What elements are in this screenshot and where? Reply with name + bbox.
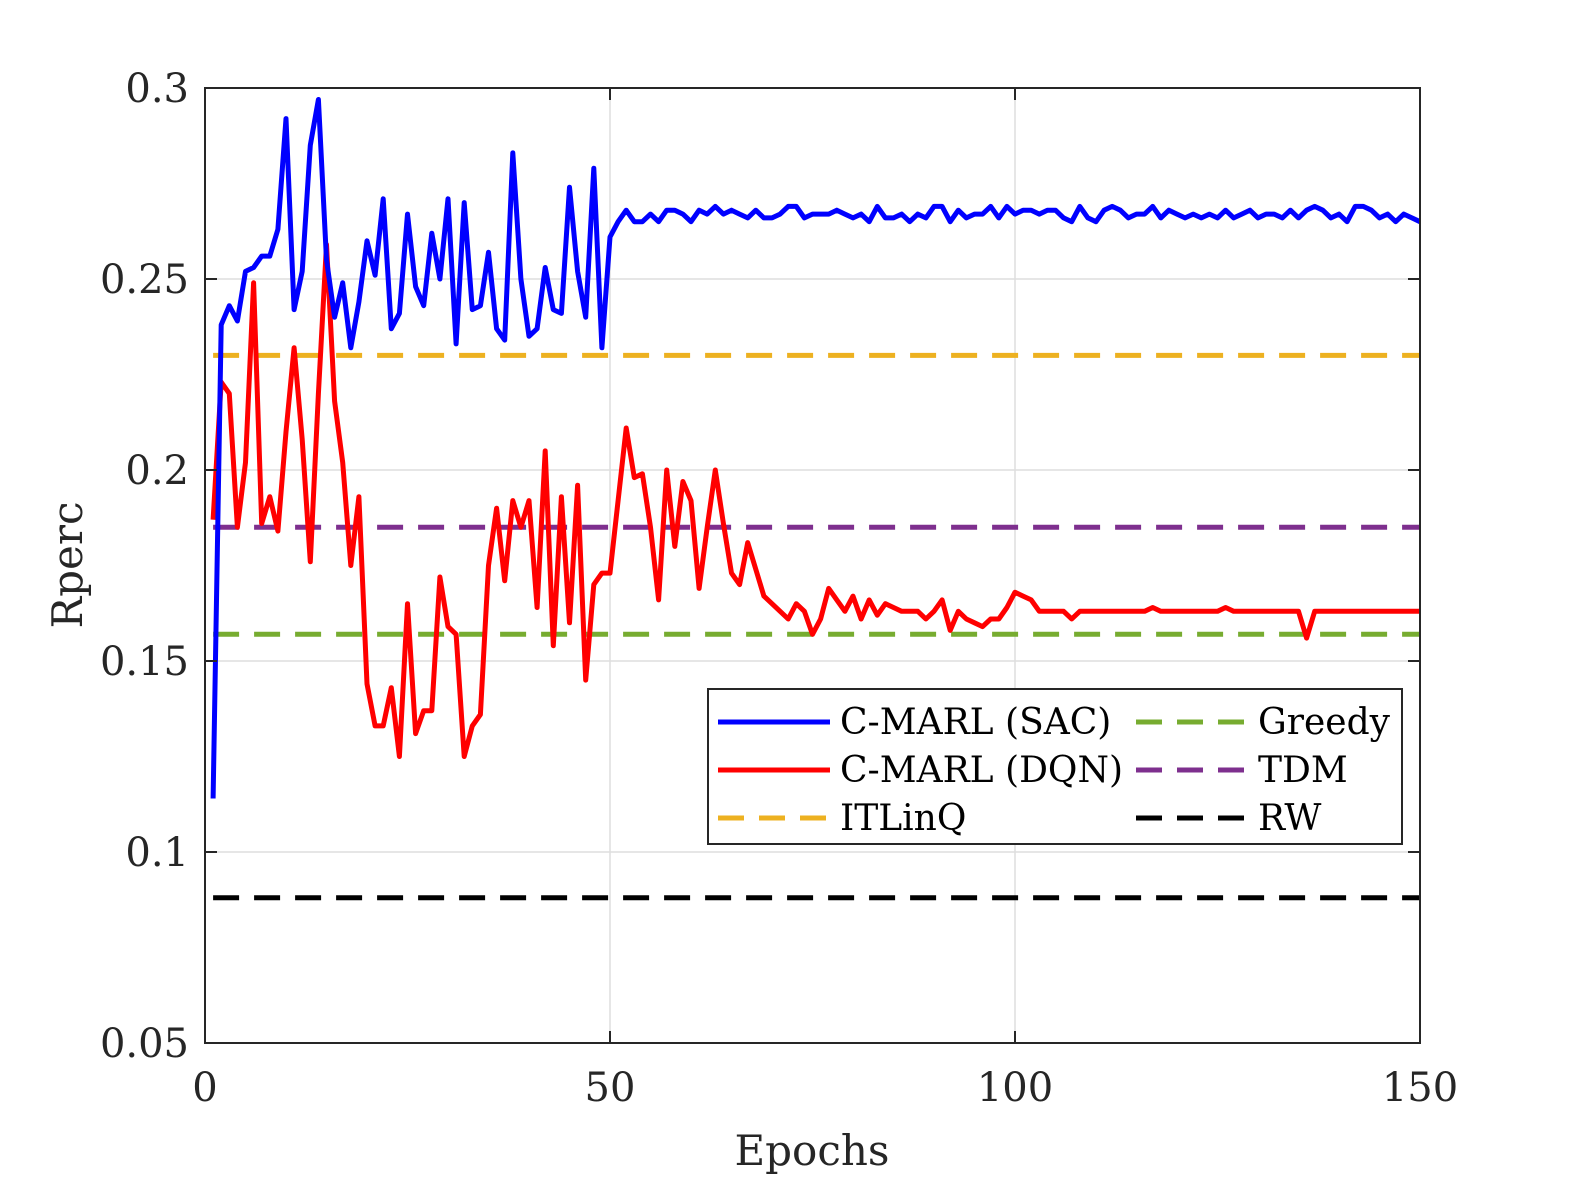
series-line-c-marl-dqn bbox=[210, 242, 1420, 759]
x-tick-label: 100 bbox=[977, 1065, 1053, 1111]
y-tick-label: 0.1 bbox=[125, 830, 189, 876]
legend-label-rw: RW bbox=[1258, 798, 1321, 839]
series-group bbox=[210, 97, 1422, 901]
legend-label-c-marl-sac: C-MARL (SAC) bbox=[840, 702, 1111, 743]
legend-box bbox=[707, 688, 1403, 845]
x-axis-title: Epochs bbox=[735, 1126, 890, 1175]
y-tick-label: 0.2 bbox=[125, 448, 189, 494]
legend-label-greedy: Greedy bbox=[1258, 702, 1391, 743]
legend-label-tdm: TDM bbox=[1258, 750, 1348, 791]
plot-border bbox=[204, 87, 1421, 1044]
legend-items: C-MARL (SAC) C-MARL (DQN) ITLinQ Greedy TDM R… bbox=[718, 702, 1391, 839]
axis-ticks bbox=[204, 87, 1421, 1044]
y-axis-title: Rperc bbox=[43, 502, 92, 629]
y-tick-label: 0.15 bbox=[100, 639, 189, 685]
tick-labels: 0 50 100 150 0.05 0.1 0.15 0.2 0.25 0.3 bbox=[100, 66, 1458, 1111]
y-tick-label: 0.3 bbox=[125, 66, 189, 112]
legend-label-c-marl-dqn: C-MARL (DQN) bbox=[840, 750, 1123, 791]
y-tick-label: 0.25 bbox=[100, 257, 189, 303]
series-line-c-marl-sac bbox=[210, 97, 1422, 799]
x-tick-label: 50 bbox=[585, 1065, 636, 1111]
y-tick-label: 0.05 bbox=[100, 1021, 189, 1067]
legend: C-MARL (SAC) C-MARL (DQN) ITLinQ Greedy TDM R… bbox=[707, 688, 1403, 845]
x-tick-label: 0 bbox=[192, 1065, 217, 1111]
x-tick-label: 150 bbox=[1382, 1065, 1458, 1111]
plot-area bbox=[205, 88, 1420, 1043]
legend-label-itlinq: ITLinQ bbox=[840, 798, 966, 839]
